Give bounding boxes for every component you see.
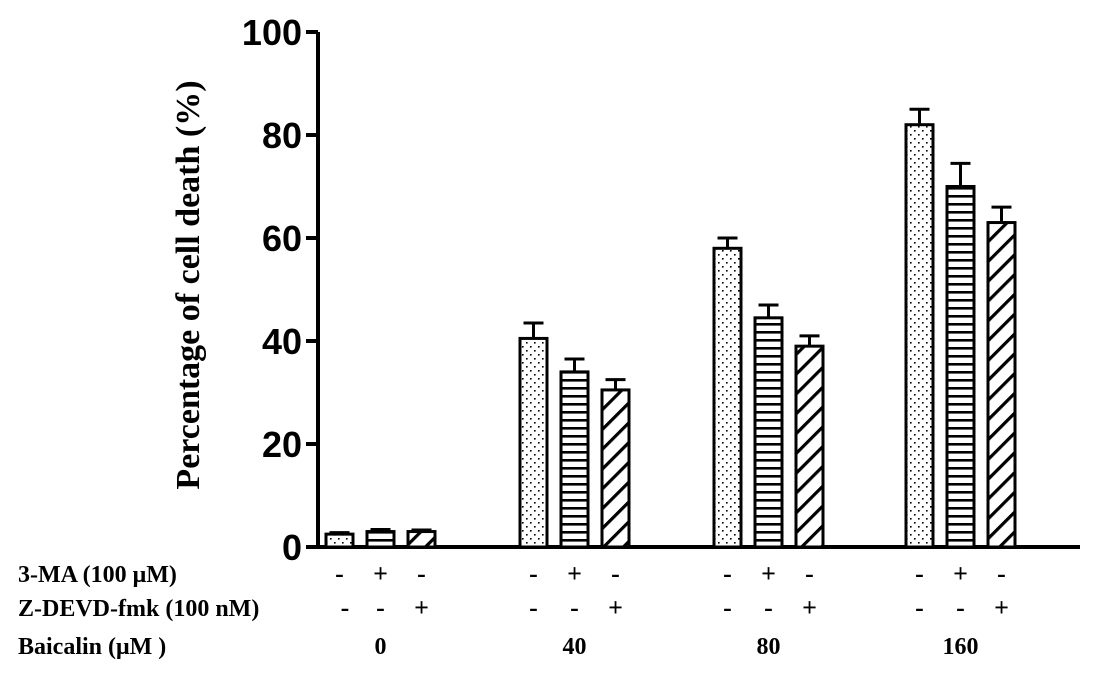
bar-diagonal-lines: [406, 530, 437, 549]
x-category-label: 40: [563, 634, 587, 660]
treatment-sign: -: [529, 593, 538, 622]
treatment-sign: -: [915, 593, 924, 622]
y-axis-title: Percentage of cell death (%): [170, 80, 207, 489]
treatment-sign: -: [997, 559, 1006, 588]
y-tick-label: 0: [282, 527, 302, 568]
treatment-table: 3-MA (100 μM) - + - - + - - + - - + -Z-DEVD-fmk (100…: [18, 559, 1009, 660]
treatment-sign: -: [723, 559, 732, 588]
treatment-sign: +: [953, 559, 968, 588]
x-category-label: 160: [943, 634, 979, 660]
y-tick-label: 60: [262, 218, 302, 259]
bar-diagonal-lines: [794, 344, 825, 549]
treatment-sign: -: [956, 593, 965, 622]
treatment-sign: +: [567, 559, 582, 588]
y-tick-label: 100: [242, 12, 302, 53]
y-tick-label: 20: [262, 424, 302, 465]
bar-dots: [324, 532, 355, 549]
axes: 0 20 40 60 80 100: [242, 12, 1080, 568]
bar-dots: [518, 336, 549, 549]
treatment-sign: -: [341, 593, 350, 622]
y-tick-label: 80: [262, 115, 302, 156]
treatment-sign: +: [802, 593, 817, 622]
treatment-row-label: 3-MA (100 μM): [18, 562, 177, 588]
treatment-sign: -: [570, 593, 579, 622]
x-category-label: 0: [375, 634, 387, 660]
treatment-sign: -: [915, 559, 924, 588]
bars: [324, 107, 1017, 549]
bar-horizontal-lines: [365, 530, 396, 549]
treatment-sign: -: [805, 559, 814, 588]
bar-diagonal-lines: [986, 221, 1017, 549]
treatment-sign: -: [611, 559, 620, 588]
bar-horizontal-lines: [753, 316, 784, 549]
bar-horizontal-lines: [945, 185, 976, 549]
bar-dots: [904, 123, 935, 549]
bar-diagonal-lines: [600, 388, 631, 549]
treatment-sign: +: [761, 559, 776, 588]
y-tick-label: 40: [262, 321, 302, 362]
treatment-row-label: Baicalin (μM ): [18, 634, 166, 660]
treatment-sign: +: [414, 593, 429, 622]
bar-dots: [712, 246, 743, 549]
treatment-sign: +: [608, 593, 623, 622]
treatment-sign: -: [529, 559, 538, 588]
treatment-sign: -: [376, 593, 385, 622]
x-category-label: 80: [757, 634, 781, 660]
treatment-row-label: Z-DEVD-fmk (100 nM): [18, 596, 259, 622]
treatment-sign: +: [994, 593, 1009, 622]
treatment-sign: -: [335, 559, 344, 588]
treatment-sign: -: [764, 593, 773, 622]
treatment-sign: +: [373, 559, 388, 588]
bar-horizontal-lines: [559, 370, 590, 549]
treatment-sign: -: [723, 593, 732, 622]
treatment-sign: -: [417, 559, 426, 588]
